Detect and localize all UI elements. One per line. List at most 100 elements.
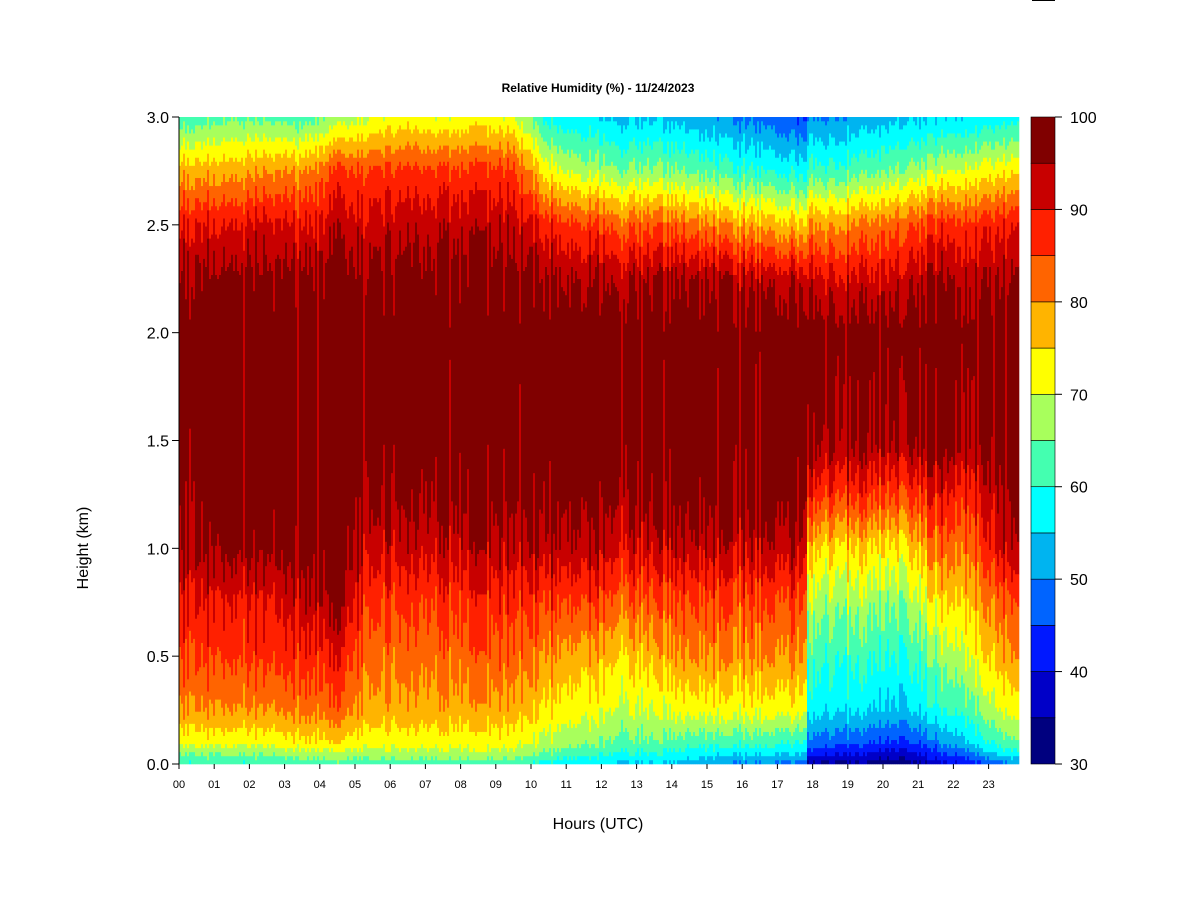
heatmap-cell	[663, 117, 666, 134]
heatmap-cell	[429, 246, 432, 518]
heatmap-cell	[239, 703, 242, 728]
heatmap-cell	[291, 125, 294, 142]
heatmap-cell	[701, 658, 704, 692]
heatmap-cell	[237, 755, 240, 765]
heatmap-cell	[241, 755, 244, 765]
heatmap-cell	[645, 707, 648, 736]
heatmap-cell	[705, 630, 708, 672]
heatmap-cell	[611, 755, 614, 765]
heatmap-cell	[601, 145, 604, 166]
heatmap-cell	[727, 622, 730, 668]
heatmap-cell	[797, 117, 800, 126]
heatmap-cell	[417, 695, 420, 732]
heatmap-cell	[747, 149, 750, 170]
heatmap-cell	[729, 137, 732, 162]
heatmap-cell	[403, 129, 406, 150]
heatmap-cell	[199, 161, 202, 178]
heatmap-cell	[509, 117, 512, 134]
heatmap-cell	[733, 323, 736, 462]
heatmap-cell	[641, 723, 644, 749]
heatmap-cell	[435, 121, 438, 138]
heatmap-cell	[301, 129, 304, 142]
heatmap-cell	[253, 529, 256, 583]
heatmap-cell	[455, 747, 458, 761]
heatmap-cell	[525, 614, 528, 672]
heatmap-cell	[467, 133, 470, 154]
heatmap-cell	[365, 226, 368, 296]
heatmap-cell	[499, 614, 502, 672]
heatmap-cell	[203, 561, 206, 611]
heatmap-cell	[255, 205, 258, 231]
heatmap-cell	[785, 254, 788, 271]
heatmap-cell	[779, 117, 782, 134]
heatmap-cell	[549, 129, 552, 150]
heatmap-cell	[631, 210, 634, 227]
heatmap-cell	[623, 731, 626, 753]
heatmap-cell	[465, 129, 468, 150]
heatmap-cell	[265, 731, 268, 749]
heatmap-cell	[357, 679, 360, 720]
heatmap-cell	[723, 117, 726, 138]
heatmap-cell	[601, 234, 604, 263]
heatmap-cell	[595, 747, 598, 757]
heatmap-cell	[677, 715, 680, 736]
heatmap-cell	[217, 751, 220, 765]
heatmap-cell	[379, 129, 382, 150]
heatmap-cell	[277, 193, 280, 219]
heatmap-cell	[205, 226, 208, 267]
heatmap-cell	[739, 226, 742, 243]
heatmap-cell	[583, 226, 586, 259]
heatmap-cell	[297, 133, 300, 150]
heatmap-cell	[225, 205, 228, 231]
heatmap-cell	[721, 278, 724, 530]
heatmap-cell	[259, 727, 262, 745]
heatmap-cell	[531, 246, 534, 555]
heatmap-cell	[607, 181, 610, 199]
heatmap-cell	[211, 743, 214, 753]
heatmap-cell	[567, 727, 570, 749]
heatmap-cell	[519, 165, 522, 195]
heatmap-cell	[761, 630, 764, 672]
heatmap-cell	[231, 218, 234, 255]
heatmap-cell	[723, 222, 726, 239]
heatmap-cell	[489, 751, 492, 761]
heatmap-cell	[221, 181, 224, 203]
heatmap-cell	[471, 553, 474, 599]
heatmap-cell	[383, 226, 386, 316]
heatmap-cell	[239, 141, 242, 162]
heatmap-cell	[261, 658, 264, 704]
heatmap-cell	[619, 759, 622, 765]
heatmap-cell	[429, 165, 432, 199]
heatmap-cell	[259, 157, 262, 178]
heatmap-cell	[269, 731, 272, 749]
heatmap-cell	[671, 739, 674, 753]
heatmap-cell	[585, 141, 588, 166]
heatmap-cell	[785, 117, 788, 138]
heatmap-cell	[273, 117, 276, 126]
heatmap-cell	[735, 117, 738, 126]
heatmap-cell	[445, 129, 448, 146]
heatmap-cell	[753, 214, 756, 231]
heatmap-cell	[259, 751, 262, 765]
heatmap-cell	[227, 117, 230, 122]
heatmap-cell	[435, 586, 438, 656]
heatmap-cell	[785, 751, 788, 761]
heatmap-cell	[765, 687, 768, 716]
heatmap-cell	[757, 699, 760, 720]
heatmap-cell	[533, 646, 536, 700]
heatmap-cell	[789, 266, 792, 288]
heatmap-cell	[509, 723, 512, 749]
heatmap-cell	[207, 189, 210, 211]
heatmap-cell	[587, 286, 590, 522]
heatmap-cell	[703, 497, 706, 550]
heatmap-cell	[211, 234, 214, 276]
heatmap-cell	[227, 755, 230, 765]
heatmap-cell	[615, 751, 618, 765]
heatmap-cell	[525, 569, 528, 615]
heatmap-cell	[375, 197, 378, 247]
heatmap-cell	[635, 505, 638, 555]
heatmap-cell	[789, 610, 792, 664]
heatmap-cell	[569, 675, 572, 720]
heatmap-cell	[247, 133, 250, 150]
heatmap-cell	[517, 501, 520, 563]
